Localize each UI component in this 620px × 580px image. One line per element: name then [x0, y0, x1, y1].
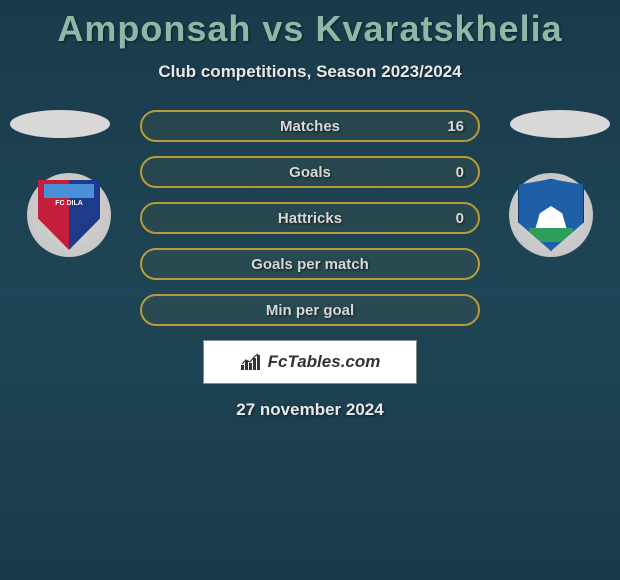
club-badge-left [24, 170, 114, 260]
page-subtitle: Club competitions, Season 2023/2024 [0, 62, 620, 82]
stat-label: Goals per match [251, 256, 369, 273]
bar-chart-icon [240, 353, 262, 371]
stat-row-min-per-goal: Min per goal [140, 294, 480, 326]
footer-date: 27 november 2024 [0, 400, 620, 420]
stat-row-goals-per-match: Goals per match [140, 248, 480, 280]
comparison-panel: Matches 16 Goals 0 Hattricks 0 Goals per… [0, 110, 620, 420]
club-badge-left-inner [27, 173, 111, 257]
stat-label: Matches [280, 118, 340, 135]
club-shield-right-icon [518, 179, 584, 251]
page-title: Amponsah vs Kvaratskhelia [0, 0, 620, 50]
stat-label: Min per goal [266, 302, 354, 319]
stat-label: Hattricks [278, 210, 342, 227]
stat-right-value: 16 [447, 118, 464, 135]
stat-right-value: 0 [456, 164, 464, 181]
club-badge-right-inner [509, 173, 593, 257]
brand-box: FcTables.com [203, 340, 417, 384]
club-badge-right [506, 170, 596, 260]
stat-label: Goals [289, 164, 331, 181]
club-shield-left-icon [38, 180, 100, 250]
stat-row-goals: Goals 0 [140, 156, 480, 188]
stat-row-matches: Matches 16 [140, 110, 480, 142]
player-left-ellipse [10, 110, 110, 138]
brand-text: FcTables.com [268, 352, 381, 372]
player-right-ellipse [510, 110, 610, 138]
stat-right-value: 0 [456, 210, 464, 227]
stat-row-hattricks: Hattricks 0 [140, 202, 480, 234]
stat-rows: Matches 16 Goals 0 Hattricks 0 Goals per… [140, 110, 480, 326]
